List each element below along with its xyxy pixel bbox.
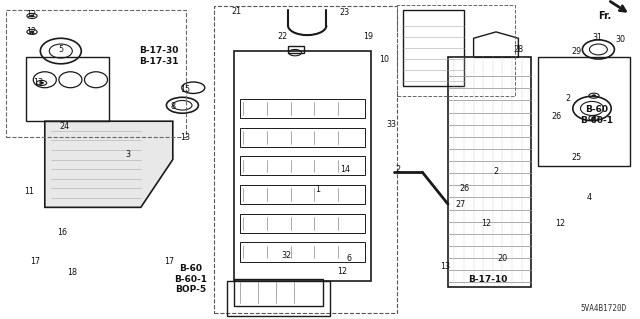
Text: 17: 17 [30,257,40,266]
Ellipse shape [592,117,596,119]
Bar [234,279,323,306]
Text: 12: 12 [26,27,36,36]
Text: 6: 6 [346,254,351,263]
Text: 23: 23 [339,8,349,17]
Text: B-60
B-60-1: B-60 B-60-1 [580,105,613,124]
Text: 22: 22 [278,32,288,41]
Text: 11: 11 [24,187,34,196]
Text: 26: 26 [552,112,562,121]
Text: 12: 12 [555,219,565,228]
Bar [538,57,630,166]
Bar [288,46,304,53]
Text: 5VA4B1720D: 5VA4B1720D [581,304,627,313]
Text: 30: 30 [616,35,626,44]
Text: 12: 12 [481,219,492,228]
Text: 18: 18 [67,268,77,277]
Text: 8: 8 [170,102,175,111]
Text: 13: 13 [180,133,191,142]
Text: 2: 2 [565,94,570,103]
Text: 13: 13 [33,78,44,87]
Bar [240,128,365,147]
Bar [234,51,371,281]
Text: 15: 15 [180,85,191,94]
Bar [227,281,330,316]
Text: B-17-30
B-17-31: B-17-30 B-17-31 [139,46,179,65]
Text: 26: 26 [460,184,470,193]
Text: 27: 27 [456,200,466,209]
Text: 24: 24 [59,122,69,130]
Text: B-17-10: B-17-10 [468,275,508,284]
Polygon shape [45,121,173,207]
Bar [214,6,397,313]
Bar [240,156,365,175]
Text: 3: 3 [125,150,131,159]
Bar [403,10,464,86]
Text: Fr.: Fr. [598,11,611,21]
Text: 19: 19 [363,32,373,41]
Text: 12: 12 [337,267,348,276]
Bar [26,57,109,121]
Text: 25: 25 [571,153,581,162]
Text: 20: 20 [497,254,508,263]
Bar [6,10,186,137]
Text: 21: 21 [232,7,242,16]
Bar [240,185,365,204]
Bar [397,5,515,96]
Text: 31: 31 [593,33,603,42]
Bar [240,214,365,233]
Text: B-60
B-60-1
BOP-5: B-60 B-60-1 BOP-5 [174,264,207,294]
Text: 14: 14 [340,165,351,174]
Text: 2: 2 [396,165,401,174]
Text: 10: 10 [379,55,389,63]
Text: 28: 28 [513,45,524,54]
Text: 17: 17 [164,257,175,266]
Text: 33: 33 [387,120,397,129]
Text: 29: 29 [571,47,581,56]
Text: 12: 12 [26,10,36,19]
Text: 16: 16 [57,228,67,237]
Text: 1: 1 [316,185,321,194]
Bar [448,57,531,287]
Ellipse shape [592,95,596,97]
Text: 13: 13 [440,262,450,271]
Bar [240,99,365,118]
Text: 32: 32 [282,251,292,260]
Ellipse shape [30,31,34,33]
Text: 4: 4 [586,193,591,202]
Bar [240,242,365,262]
Ellipse shape [40,82,44,84]
Ellipse shape [30,15,34,17]
Text: 5: 5 [58,45,63,54]
Text: 2: 2 [493,167,499,176]
